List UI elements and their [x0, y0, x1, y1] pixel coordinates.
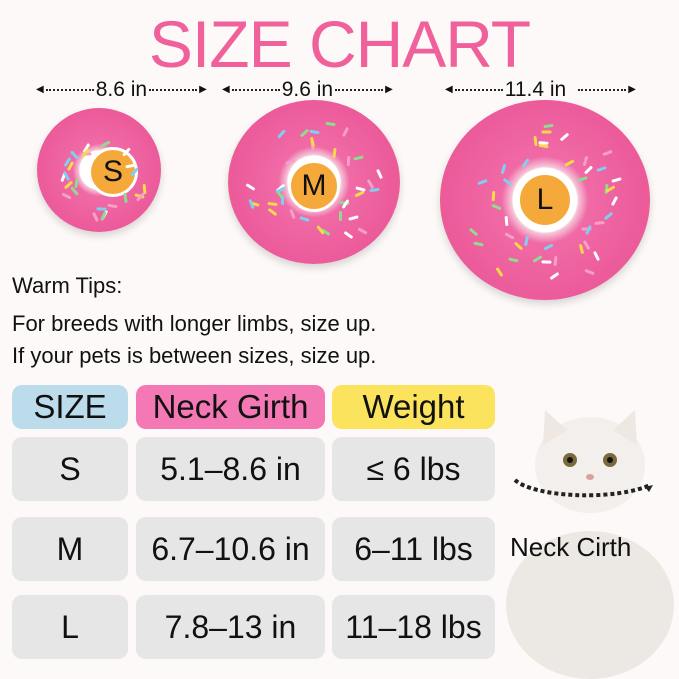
sprinkle — [541, 260, 552, 264]
cell-size: S — [12, 437, 128, 501]
cell-neck-girth: 7.8–13 in — [136, 595, 325, 659]
sprinkle — [339, 211, 343, 222]
cell-weight: ≤ 6 lbs — [332, 437, 495, 501]
dimension-s: ◀ 8.6 in ▶ — [36, 78, 207, 101]
size-badge-s: S — [88, 147, 138, 197]
cell-size: M — [12, 517, 128, 581]
neck-girth-label: Neck Cirth — [510, 532, 632, 562]
cat-photo — [506, 410, 674, 679]
size-badge-l: L — [517, 172, 573, 228]
sprinkle — [538, 140, 549, 145]
cell-size: L — [12, 595, 128, 659]
header-weight: Weight — [332, 385, 495, 429]
tips-heading: Warm Tips: — [12, 273, 123, 298]
cell-weight: 6–11 lbs — [332, 517, 495, 581]
dimension-l: ◀ 11.4 in ▶ — [445, 78, 636, 101]
dimension-label: 9.6 in — [281, 78, 334, 101]
sprinkle — [504, 215, 509, 226]
title: SIZE CHART — [148, 7, 531, 81]
cell-weight: 11–18 lbs — [332, 595, 495, 659]
header-size: SIZE — [12, 385, 128, 429]
dimension-label: 8.6 in — [95, 78, 148, 101]
dimension-label: 11.4 in — [504, 78, 567, 101]
sprinkle — [541, 130, 552, 134]
tip-line: For breeds with longer limbs, size up. — [12, 311, 377, 336]
tip-line: If your pets is between sizes, size up. — [12, 343, 377, 368]
cell-neck-girth: 5.1–8.6 in — [136, 437, 325, 501]
dimension-m: ◀ 9.6 in ▶ — [222, 78, 393, 101]
header-neck-girth: Neck Girth — [136, 385, 325, 429]
cell-neck-girth: 6.7–10.6 in — [136, 517, 325, 581]
size-badge-m: M — [288, 160, 340, 212]
